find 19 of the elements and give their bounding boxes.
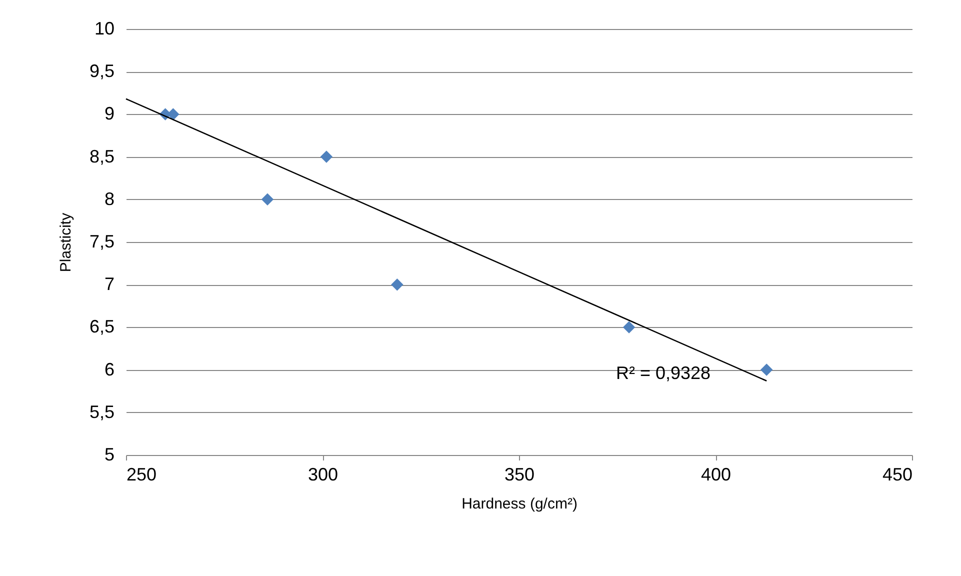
y-tick-label: 7 xyxy=(104,274,114,294)
y-tick-label: 5 xyxy=(104,444,114,464)
y-tick-label: 6,5 xyxy=(89,316,114,337)
x-tick-label: 350 xyxy=(504,464,535,484)
annotation: R² = 0,9328 xyxy=(616,363,711,383)
y-tick-label: 6 xyxy=(104,359,114,380)
y-tick-label: 7,5 xyxy=(89,232,114,252)
y-tick-label: 5,5 xyxy=(89,402,114,422)
x-tick-label: 250 xyxy=(126,464,157,484)
y-tick-label: 9,5 xyxy=(89,61,114,82)
y-tick-label: 9 xyxy=(104,104,114,124)
y-tick-label: 8,5 xyxy=(89,146,114,166)
x-tick-label: 450 xyxy=(882,464,912,484)
x-tick-label: 300 xyxy=(308,464,338,484)
x-axis-title: Hardness (g/cm²) xyxy=(462,496,578,512)
y-axis-title: Plasticity xyxy=(57,212,74,272)
y-tick-label: 8 xyxy=(104,188,114,209)
x-tick-label: 400 xyxy=(700,464,732,484)
y-tick-label: 10 xyxy=(94,18,114,38)
